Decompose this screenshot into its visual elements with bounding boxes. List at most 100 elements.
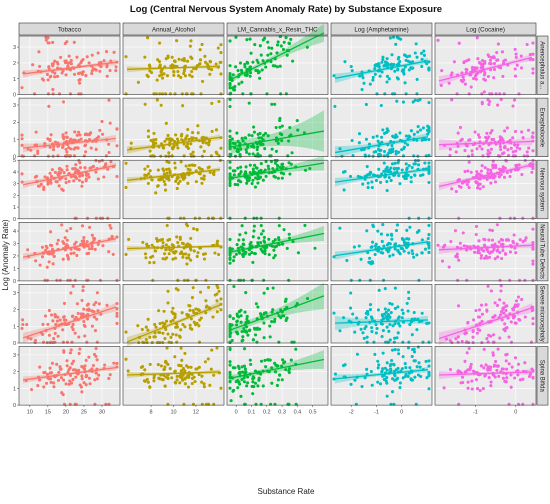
data-point	[181, 323, 185, 327]
data-point	[488, 58, 492, 62]
data-point	[519, 54, 523, 58]
data-point	[416, 125, 420, 129]
data-point	[175, 325, 180, 329]
data-point	[195, 228, 199, 232]
data-point	[72, 167, 76, 171]
data-point	[62, 378, 66, 382]
data-point	[387, 329, 391, 333]
data-point	[527, 146, 531, 150]
data-point	[96, 177, 100, 181]
data-point	[162, 72, 166, 76]
data-point	[248, 358, 252, 362]
data-point	[188, 73, 192, 77]
data-point	[486, 340, 490, 344]
data-point	[456, 370, 460, 374]
data-point	[357, 132, 362, 136]
data-point	[407, 371, 411, 375]
data-point	[398, 131, 402, 135]
data-point	[170, 175, 174, 179]
data-point	[84, 143, 88, 147]
data-point	[90, 244, 94, 248]
data-point	[272, 256, 276, 260]
data-point	[236, 246, 240, 250]
data-point	[492, 248, 496, 252]
data-point	[239, 170, 243, 174]
data-point	[69, 291, 73, 295]
data-point	[469, 362, 473, 366]
data-point	[179, 369, 183, 373]
data-point	[87, 175, 91, 179]
data-point	[68, 373, 73, 377]
data-point	[379, 103, 383, 108]
data-point	[281, 358, 285, 362]
data-point	[341, 364, 346, 368]
facet-strip-row	[536, 222, 549, 282]
data-point	[186, 365, 190, 369]
data-point	[272, 320, 276, 324]
x-tick-label: 15	[45, 410, 51, 416]
data-point	[513, 246, 517, 250]
data-point	[395, 336, 399, 340]
data-point	[210, 101, 214, 105]
data-point	[472, 76, 476, 81]
data-point	[75, 253, 79, 258]
data-point	[473, 250, 477, 254]
data-point	[473, 74, 478, 78]
data-point	[436, 38, 440, 42]
data-point	[205, 62, 209, 66]
data-point	[425, 321, 429, 325]
data-point	[471, 340, 475, 345]
data-point	[173, 250, 177, 254]
data-point	[502, 175, 507, 179]
data-point	[246, 144, 250, 148]
data-point	[164, 375, 168, 379]
data-point	[164, 361, 168, 365]
data-point	[411, 347, 415, 352]
data-point	[382, 161, 386, 165]
data-point	[400, 168, 404, 172]
data-point	[285, 53, 289, 57]
data-point	[235, 314, 239, 318]
data-point	[95, 291, 99, 295]
panel-border	[18, 346, 121, 406]
data-point	[260, 68, 264, 72]
data-point	[228, 386, 232, 390]
data-point	[238, 153, 242, 157]
data-point	[385, 179, 389, 184]
data-point	[47, 333, 51, 337]
panel-background	[435, 222, 536, 281]
data-point	[188, 44, 192, 48]
x-tick-label: 0.3	[278, 410, 286, 416]
data-point	[401, 311, 405, 315]
data-point	[270, 102, 274, 106]
data-point	[59, 55, 63, 59]
data-point	[219, 216, 223, 220]
data-point	[455, 255, 459, 259]
data-point	[477, 315, 481, 319]
data-point	[93, 378, 97, 382]
data-point	[62, 171, 66, 175]
data-point	[244, 165, 248, 169]
data-point	[208, 72, 212, 76]
data-point	[427, 374, 431, 378]
data-point	[516, 303, 520, 307]
data-point	[388, 242, 392, 246]
panel-border	[330, 35, 433, 95]
data-point	[49, 377, 53, 381]
data-point	[393, 373, 397, 377]
data-point	[427, 244, 431, 248]
data-point	[388, 338, 392, 342]
data-point	[84, 383, 88, 387]
data-point	[368, 256, 372, 260]
data-point	[177, 57, 181, 61]
regression-line	[439, 244, 532, 251]
data-point	[256, 305, 260, 309]
data-point	[380, 172, 384, 176]
data-point	[486, 284, 490, 288]
data-point	[494, 163, 498, 167]
data-point	[115, 144, 119, 148]
y-tick-label: 0	[13, 279, 16, 285]
data-point	[96, 51, 100, 55]
data-point	[33, 340, 37, 345]
data-point	[501, 238, 505, 242]
